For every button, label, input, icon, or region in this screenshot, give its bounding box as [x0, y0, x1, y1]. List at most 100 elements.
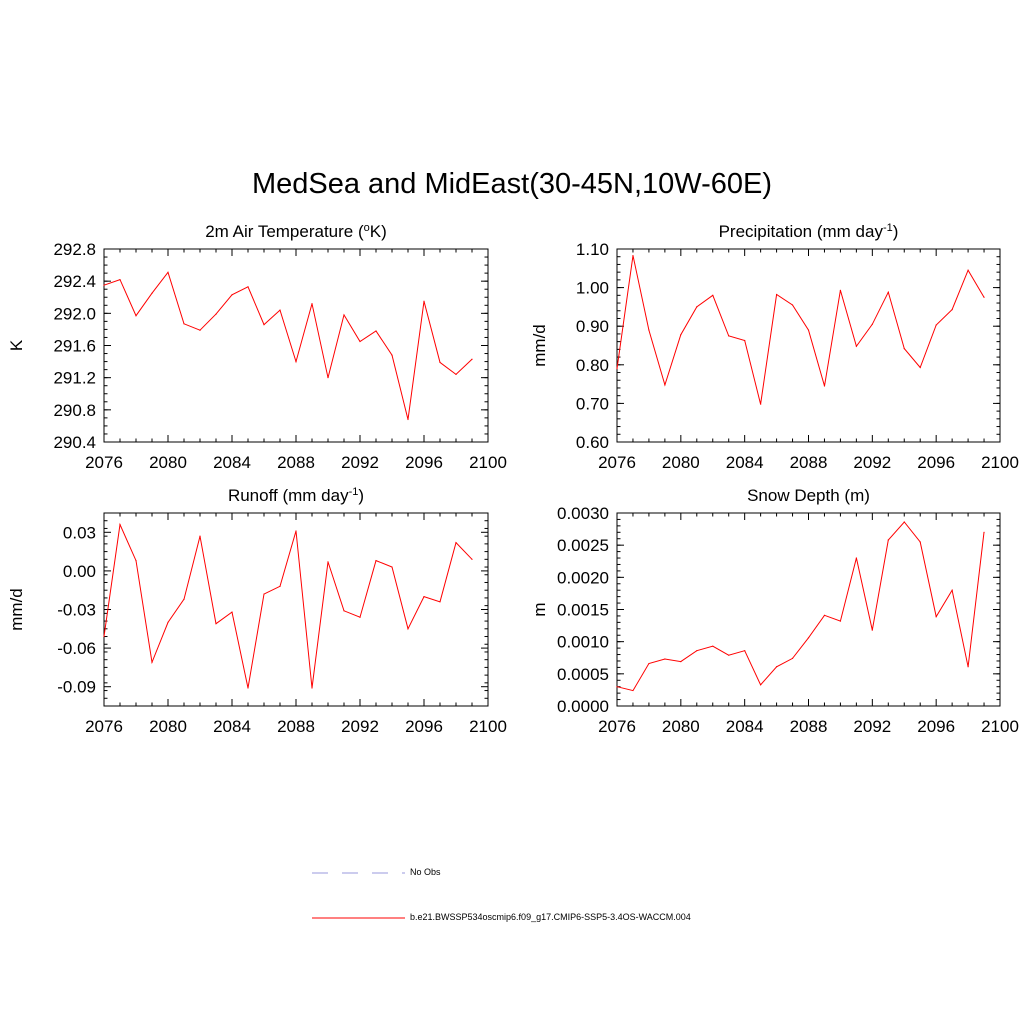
series-line	[616, 255, 985, 405]
chart-panel-runoff: 2076 2080 2084 2088 2092 2096 2100 -0.09 -0.06 -0…	[7, 486, 507, 736]
data-point	[632, 254, 634, 257]
data-point	[167, 271, 169, 273]
data-point	[279, 585, 281, 587]
x-tick-label: 2084	[726, 453, 764, 472]
data-point	[696, 306, 698, 308]
y-tick-label: 0.0020	[557, 568, 609, 587]
data-point	[744, 339, 746, 342]
data-point	[391, 566, 393, 568]
figure-title: MedSea and MidEast(30-45N,10W-60E)	[251, 168, 773, 200]
y-axis-label: m	[530, 602, 549, 616]
y-axis-label: K	[7, 339, 26, 351]
data-point	[359, 616, 361, 618]
panel-title-text: Runoff (mm day	[228, 486, 349, 505]
data-point	[807, 329, 810, 331]
data-point	[648, 662, 650, 665]
series-line	[103, 522, 473, 689]
x-tick-label: 2084	[213, 717, 251, 736]
data-point	[407, 418, 409, 421]
panel-title-superscript: o	[364, 222, 370, 234]
x-tick-label: 2096	[405, 717, 443, 736]
x-tick-label: 2076	[85, 453, 123, 472]
x-tick-label: 2080	[149, 453, 187, 472]
data-point	[839, 289, 842, 291]
data-point	[728, 654, 730, 656]
x-tick-label: 2100	[981, 453, 1019, 472]
data-point	[215, 313, 217, 315]
data-point	[744, 650, 746, 652]
data-point	[919, 366, 921, 369]
panel-title-suffix: )	[358, 486, 364, 505]
data-point	[664, 384, 666, 386]
data-point	[263, 593, 265, 595]
plot-frame	[103, 248, 489, 443]
data-point	[151, 661, 153, 663]
chart-panel-precipitation: 2076 2080 2084 2088 2092 2096 2100 0.60 0.70 0.80…	[530, 222, 1019, 472]
data-point	[183, 323, 185, 325]
panel-title-text: Precipitation (mm day	[719, 222, 884, 241]
data-point	[791, 304, 794, 306]
data-point	[311, 687, 313, 689]
data-point	[887, 539, 889, 541]
data-point	[423, 300, 425, 302]
chart-panel-temperature: 2076 2080 2084 2088 2092 2096 2100 290.4 290.8 29…	[7, 222, 507, 472]
x-tick-label: 2096	[917, 453, 955, 472]
data-point	[983, 296, 985, 298]
x-tick-label: 2084	[726, 717, 764, 736]
data-point	[231, 611, 233, 613]
data-point	[247, 286, 249, 288]
y-axis-label: mm/d	[7, 588, 26, 631]
x-tick-label: 2092	[341, 453, 379, 472]
plot-frame	[616, 248, 1001, 443]
data-point	[471, 558, 473, 560]
data-point	[167, 621, 169, 623]
data-point	[791, 657, 794, 659]
data-point	[807, 637, 810, 639]
y-axis-label: mm/d	[530, 324, 549, 367]
panel-title-suffix: )	[893, 222, 899, 241]
x-tick-label: 2080	[149, 717, 187, 736]
panel-title-superscript: -1	[883, 222, 893, 234]
legend-noobs-label: No Obs	[410, 867, 441, 877]
x-tick-label: 2092	[853, 453, 891, 472]
data-point	[151, 292, 153, 294]
y-tick-label: 0.60	[576, 433, 609, 452]
y-tick-label: 291.2	[53, 369, 96, 388]
data-point	[760, 403, 762, 405]
x-tick-label: 2076	[598, 717, 636, 736]
data-point	[951, 589, 953, 591]
data-point	[839, 620, 842, 622]
data-point	[471, 358, 473, 360]
data-point	[391, 354, 393, 356]
data-point	[967, 666, 969, 668]
data-point	[375, 330, 377, 332]
panel-title-superscript: -1	[349, 486, 359, 498]
panel-title-suffix: K)	[370, 222, 387, 241]
series-line	[616, 521, 985, 692]
x-tick-label: 2100	[469, 453, 507, 472]
y-tick-label: -0.09	[57, 678, 96, 697]
panel-title: 2m Air Temperature (oK)	[205, 222, 387, 241]
data-point	[760, 684, 762, 686]
y-tick-label: 292.0	[53, 304, 96, 323]
x-tick-label: 2100	[981, 717, 1019, 736]
x-tick-label: 2088	[790, 717, 828, 736]
data-point	[231, 294, 233, 296]
panel-title: Precipitation (mm day-1)	[719, 222, 899, 241]
data-point	[295, 360, 297, 363]
data-point	[247, 687, 249, 689]
data-point	[903, 347, 905, 350]
data-point	[311, 303, 313, 305]
x-tick-label: 2092	[341, 717, 379, 736]
x-tick-label: 2100	[469, 717, 507, 736]
x-tick-label: 2080	[662, 717, 700, 736]
data-point	[327, 377, 329, 379]
data-point	[632, 689, 634, 692]
data-point	[279, 309, 281, 311]
data-point	[135, 315, 137, 317]
data-point	[855, 557, 857, 559]
y-tick-label: 0.03	[63, 523, 96, 542]
data-point	[983, 531, 985, 533]
data-point	[199, 329, 201, 331]
